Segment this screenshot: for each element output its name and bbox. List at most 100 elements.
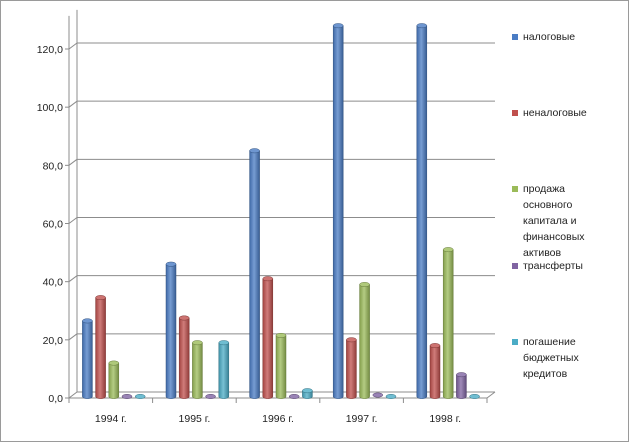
bar <box>416 23 428 399</box>
bar-top <box>95 295 106 301</box>
gridline-side <box>68 100 78 108</box>
legend-item: налоговые <box>512 31 575 43</box>
legend-swatch <box>512 34 518 40</box>
bar-body <box>218 342 230 399</box>
bar-top <box>275 332 287 338</box>
bar <box>275 332 287 399</box>
bar <box>332 23 344 399</box>
y-tick-label: 100,0 <box>37 102 63 114</box>
gridline-side <box>68 158 78 166</box>
bar-top <box>332 23 344 29</box>
bar <box>95 295 106 399</box>
y-tick-label: 20,0 <box>43 335 64 347</box>
bar <box>178 315 190 399</box>
bar-body <box>346 339 357 399</box>
gridline-side <box>68 391 78 399</box>
bar-top <box>429 343 441 349</box>
x-tick-label: 1996 г. <box>262 413 294 425</box>
bar-body <box>416 25 428 399</box>
bar-top <box>121 394 133 399</box>
bars <box>82 23 480 399</box>
legend-item: трансферты <box>512 260 583 272</box>
bar-body <box>178 317 190 399</box>
legend-item: продажа основного капитала и финансовых акти… <box>512 183 585 259</box>
bar-top <box>372 392 384 398</box>
bar-top <box>346 337 357 343</box>
bar-top <box>442 247 454 253</box>
bar-body <box>442 249 454 399</box>
bar-top <box>469 394 480 399</box>
bar-top <box>218 340 230 346</box>
gridline-side <box>68 333 78 341</box>
y-tick-label: 40,0 <box>43 277 64 289</box>
floor-edge <box>486 391 496 399</box>
bar <box>442 247 454 399</box>
x-tick-label: 1998 г. <box>429 413 461 425</box>
bar <box>469 394 480 399</box>
bar <box>372 392 384 398</box>
legend-swatch <box>512 263 518 269</box>
legend: налоговые неналоговые продажа основного капи… <box>512 31 587 380</box>
legend-label: погашение бюджетных кредитов <box>523 336 579 380</box>
bar-body <box>429 345 441 399</box>
bar <box>302 388 313 399</box>
legend-label: продажа основного капитала и финансовых акти… <box>523 183 585 259</box>
bar-body <box>82 320 93 399</box>
bar <box>385 394 397 399</box>
bar <box>429 343 441 399</box>
bar <box>262 276 274 399</box>
x-tick-label: 1994 г. <box>95 413 127 425</box>
bar-body <box>359 284 370 399</box>
gridline-side <box>68 275 78 283</box>
legend-label: трансферты <box>523 260 583 272</box>
axes: 0,0 20,0 40,0 60,0 80,0 100,0 120,0 1994 г. 1995… <box>37 9 496 425</box>
bar-top <box>134 394 146 399</box>
bar-top <box>385 394 397 399</box>
bar-top <box>192 340 203 346</box>
bar <box>134 394 146 399</box>
legend-swatch <box>512 339 518 345</box>
bar <box>192 340 203 399</box>
bar <box>82 318 93 399</box>
bar-top <box>456 372 467 378</box>
bar-body <box>249 150 260 399</box>
bar-body <box>275 335 287 399</box>
y-tick-label: 60,0 <box>43 219 64 231</box>
bar <box>165 261 177 399</box>
gridline-side <box>68 42 78 50</box>
bar <box>121 394 133 399</box>
legend-label: неналоговые <box>523 107 587 119</box>
bar-body <box>332 25 344 399</box>
bar <box>205 394 216 399</box>
x-tick-label: 1995 г. <box>179 413 211 425</box>
bar-body <box>262 278 274 399</box>
bar <box>288 394 300 399</box>
bar <box>249 148 260 399</box>
y-tick-label: 120,0 <box>37 44 63 56</box>
x-tick-label: 1997 г. <box>346 413 378 425</box>
bar <box>346 337 357 399</box>
bar-top <box>359 282 370 287</box>
bar-body <box>456 374 467 399</box>
gridline-side <box>68 217 78 224</box>
bar <box>108 360 120 399</box>
legend-swatch <box>512 110 518 116</box>
legend-item: погашение бюджетных кредитов <box>512 336 579 380</box>
bar-top <box>165 261 177 267</box>
bar-top <box>416 23 428 29</box>
bar <box>359 282 370 399</box>
bar-body <box>95 297 106 399</box>
bar-top <box>82 318 93 324</box>
bar-top <box>178 315 190 321</box>
bar-top <box>302 388 313 394</box>
bar-top <box>262 276 274 282</box>
bar <box>218 340 230 399</box>
y-tick-label: 0,0 <box>48 393 63 405</box>
bar-body <box>165 263 177 399</box>
bar-top <box>249 148 260 154</box>
bar <box>456 372 467 399</box>
legend-item: неналоговые <box>512 107 587 119</box>
bar-top <box>108 360 120 366</box>
